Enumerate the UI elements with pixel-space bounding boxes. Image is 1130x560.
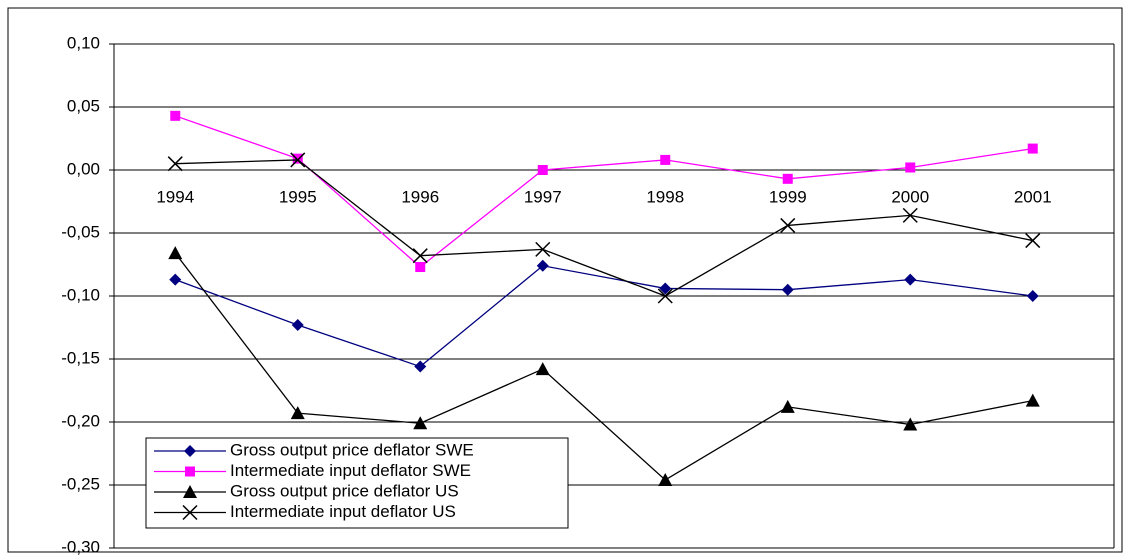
marker xyxy=(535,241,551,257)
marker xyxy=(905,162,916,173)
marker xyxy=(169,273,182,286)
marker xyxy=(414,360,427,373)
marker xyxy=(535,362,550,376)
y-tick-label: -0,15 xyxy=(61,348,100,367)
marker xyxy=(1026,290,1039,302)
marker xyxy=(904,273,917,286)
marker xyxy=(1025,393,1040,407)
marker xyxy=(292,153,303,164)
marker xyxy=(170,110,181,121)
marker xyxy=(780,399,795,413)
marker xyxy=(903,417,918,431)
y-tick-label: -0,25 xyxy=(61,474,100,493)
legend-label: Gross output price deflator SWE xyxy=(230,440,474,459)
marker xyxy=(780,217,796,233)
marker xyxy=(290,152,306,168)
legend-label: Gross output price deflator US xyxy=(230,481,459,500)
series-line xyxy=(175,265,1033,368)
marker xyxy=(1027,143,1038,154)
marker xyxy=(415,262,426,273)
x-tick-label: 1999 xyxy=(769,187,807,206)
y-tick-label: -0,20 xyxy=(61,411,100,430)
marker xyxy=(290,406,305,420)
legend-label: Intermediate input deflator US xyxy=(230,502,456,521)
marker xyxy=(660,154,671,165)
marker xyxy=(168,246,183,260)
marker xyxy=(781,283,794,296)
marker xyxy=(536,259,549,272)
x-tick-label: 1996 xyxy=(401,187,439,206)
marker xyxy=(537,165,548,175)
y-tick-label: 0,10 xyxy=(67,33,100,52)
x-tick-label: 1994 xyxy=(156,187,194,206)
marker xyxy=(782,173,793,184)
marker xyxy=(657,288,673,304)
marker xyxy=(412,248,428,264)
y-tick-label: 0,05 xyxy=(67,96,100,115)
series-line xyxy=(174,252,1033,481)
marker xyxy=(1025,233,1041,249)
series-line xyxy=(175,115,1033,268)
y-tick-label: -0,10 xyxy=(61,285,100,304)
marker xyxy=(291,318,304,331)
marker xyxy=(413,416,428,430)
y-tick-label: -0,30 xyxy=(61,537,100,556)
legend-marker xyxy=(185,466,195,477)
x-tick-label: 1997 xyxy=(524,187,562,206)
x-tick-label: 1995 xyxy=(279,187,317,206)
legend-label: Intermediate input deflator SWE xyxy=(230,461,471,480)
x-tick-label: 2001 xyxy=(1014,187,1052,206)
y-tick-label: -0,05 xyxy=(61,222,100,241)
marker xyxy=(167,156,183,172)
marker xyxy=(659,282,672,295)
marker xyxy=(658,472,673,486)
legend-marker xyxy=(183,485,197,498)
marker xyxy=(902,207,918,223)
y-tick-label: 0,00 xyxy=(67,159,100,178)
x-tick-label: 1998 xyxy=(646,187,684,206)
legend-marker xyxy=(184,445,196,457)
series-line xyxy=(175,159,1033,297)
legend-marker xyxy=(182,504,198,521)
x-tick-label: 2000 xyxy=(891,187,929,206)
